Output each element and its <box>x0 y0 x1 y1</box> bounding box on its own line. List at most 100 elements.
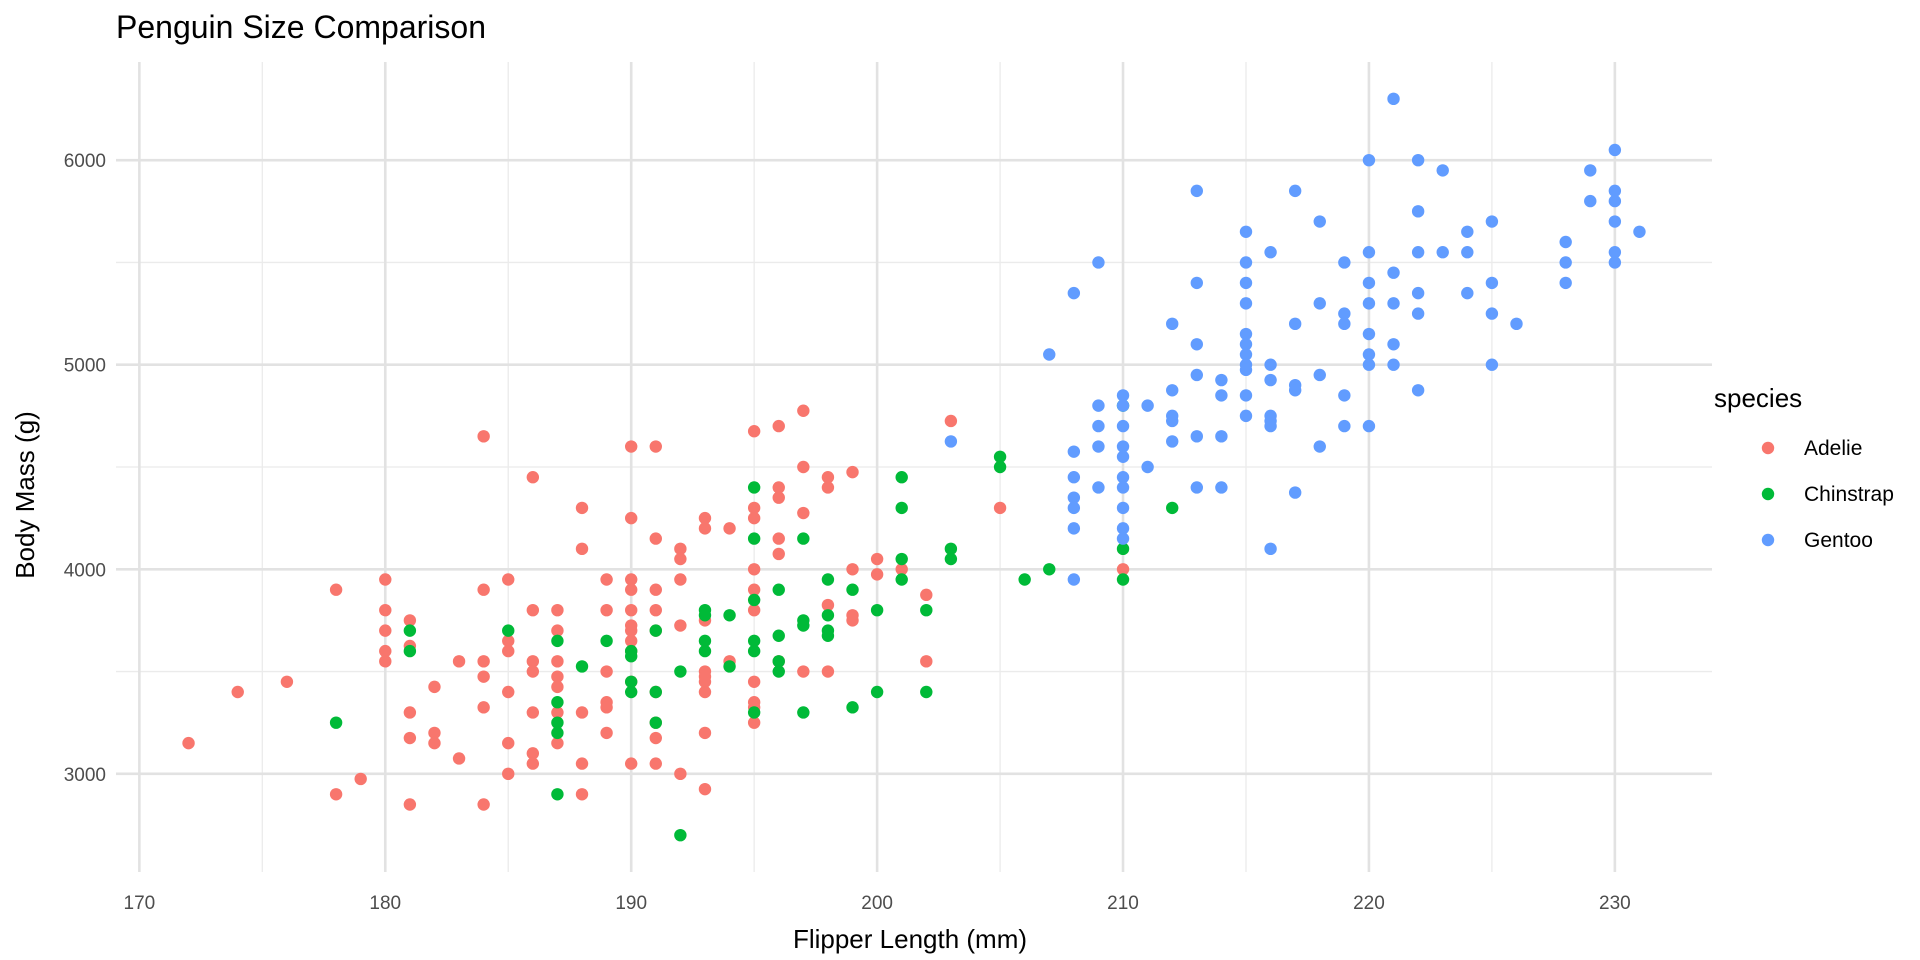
data-point <box>1215 389 1228 402</box>
data-point <box>403 624 417 637</box>
data-point <box>944 552 958 566</box>
data-point <box>624 624 638 637</box>
data-point <box>600 573 613 586</box>
data-point <box>1387 92 1400 106</box>
data-point <box>1116 563 1130 576</box>
data-point <box>649 583 662 596</box>
data-point <box>1141 460 1154 474</box>
data-point <box>1190 430 1204 443</box>
data-point <box>526 757 540 770</box>
data-point <box>1288 184 1302 198</box>
data-point <box>526 655 540 668</box>
legend-key-chinstrap <box>1761 487 1775 501</box>
data-point <box>1166 435 1179 448</box>
data-point <box>1584 194 1597 208</box>
data-point <box>624 634 638 648</box>
data-point <box>1264 419 1277 433</box>
data-point <box>1411 307 1425 320</box>
data-point <box>846 563 859 576</box>
data-point <box>1190 184 1204 198</box>
x-tick-label: 180 <box>369 893 401 914</box>
data-point <box>772 491 785 504</box>
data-point <box>870 552 884 566</box>
x-tick-label: 170 <box>124 893 156 914</box>
data-point <box>575 542 589 556</box>
data-point <box>1092 481 1105 494</box>
data-point <box>895 563 908 576</box>
data-point <box>1362 153 1376 167</box>
data-point <box>1166 501 1179 515</box>
data-point <box>1559 276 1572 290</box>
data-point <box>1362 358 1376 371</box>
data-point <box>1239 225 1253 238</box>
data-point <box>1411 384 1425 397</box>
data-point <box>821 629 835 642</box>
data-point <box>1116 532 1130 545</box>
data-point <box>944 414 958 428</box>
data-point <box>624 603 638 617</box>
data-point <box>1608 143 1622 157</box>
data-point <box>1264 542 1277 556</box>
data-point <box>698 511 712 525</box>
data-point <box>1043 563 1056 576</box>
data-point <box>1485 276 1499 290</box>
data-point <box>1485 307 1499 320</box>
data-point <box>797 506 810 520</box>
y-axis-tick-labels: 3000 4000 5000 6000 <box>64 151 106 786</box>
data-point <box>649 440 662 453</box>
data-point <box>649 731 662 745</box>
data-point <box>747 481 761 494</box>
data-point <box>698 726 712 740</box>
data-point <box>821 481 835 494</box>
data-point <box>575 706 589 719</box>
data-point <box>1608 215 1622 228</box>
data-point <box>1387 338 1400 351</box>
data-point <box>1362 297 1376 310</box>
data-point <box>1362 419 1376 433</box>
data-point <box>772 665 785 678</box>
data-point <box>698 685 712 699</box>
data-point <box>723 609 736 622</box>
data-point <box>1215 481 1228 494</box>
data-point <box>821 471 835 484</box>
data-point <box>723 522 736 535</box>
data-point <box>1338 389 1351 402</box>
data-point <box>1239 348 1253 361</box>
data-point <box>674 665 687 678</box>
chart-title: Penguin Size Comparison <box>116 9 486 45</box>
data-point <box>747 532 761 545</box>
data-point <box>452 752 466 765</box>
data-point <box>920 603 933 617</box>
data-point <box>1608 194 1622 208</box>
data-point <box>772 655 785 668</box>
data-point <box>993 501 1007 515</box>
data-point <box>1411 286 1425 300</box>
y-tick-label: 3000 <box>64 765 106 786</box>
data-point <box>1338 307 1351 320</box>
data-point <box>1288 317 1302 331</box>
data-point <box>772 547 785 561</box>
data-point <box>747 634 761 648</box>
data-point <box>1239 327 1253 341</box>
data-point <box>895 552 908 566</box>
data-point <box>747 563 761 576</box>
data-point <box>772 481 785 494</box>
data-points <box>182 92 1646 842</box>
data-point <box>502 767 515 781</box>
data-point <box>551 788 564 801</box>
data-point <box>1411 205 1425 218</box>
data-point <box>403 644 417 658</box>
data-point <box>624 757 638 770</box>
data-point <box>231 685 244 699</box>
minor-gridlines <box>116 62 1712 872</box>
data-point <box>428 726 441 740</box>
data-point <box>1116 501 1130 515</box>
data-point <box>1485 215 1499 228</box>
data-point <box>698 644 712 658</box>
x-tick-label: 200 <box>861 893 893 914</box>
data-point <box>1116 542 1130 556</box>
data-point <box>821 665 835 678</box>
data-point <box>379 655 392 668</box>
data-point <box>354 772 367 786</box>
data-point <box>502 736 515 750</box>
